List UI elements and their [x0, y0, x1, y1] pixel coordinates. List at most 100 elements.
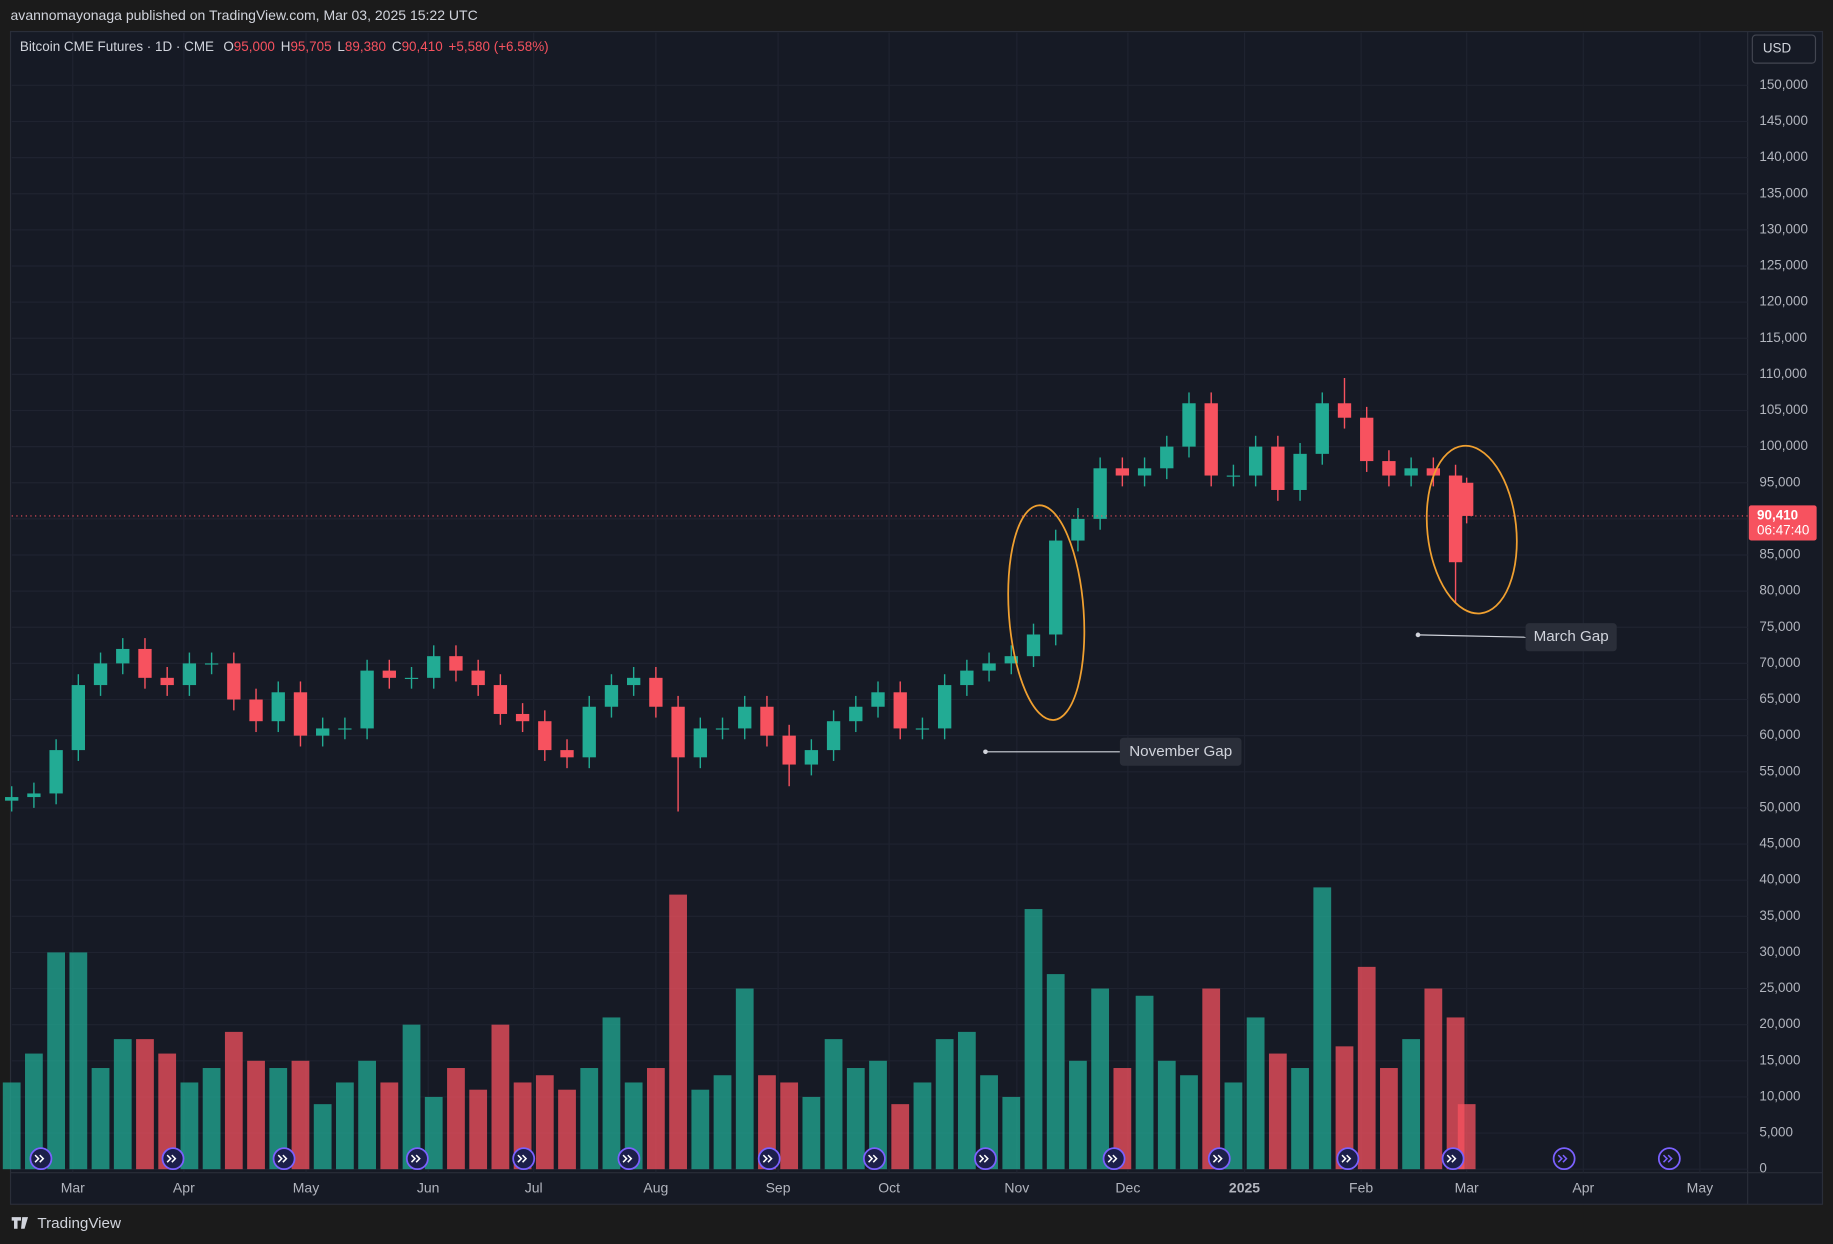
- event-icon-arrow: [1212, 1154, 1223, 1163]
- volume-bar: [758, 1075, 776, 1170]
- x-tick-label: Apr: [1572, 1180, 1594, 1196]
- y-tick-label: 30,000: [1759, 944, 1800, 959]
- chart-panel: [9, 30, 1824, 1205]
- candle-body: [316, 728, 330, 736]
- candle-body: [27, 793, 41, 798]
- volume-bar: [447, 1068, 465, 1170]
- volume-bar: [558, 1089, 576, 1170]
- event-icon[interactable]: [1441, 1147, 1465, 1171]
- y-tick-label: 140,000: [1759, 149, 1808, 164]
- candle-body: [1226, 475, 1241, 477]
- y-tick-label: 85,000: [1759, 547, 1800, 562]
- volume-bar: [424, 1096, 443, 1170]
- event-icon[interactable]: [405, 1147, 429, 1171]
- x-tick-label: Nov: [1004, 1180, 1029, 1196]
- event-icon[interactable]: [29, 1147, 53, 1171]
- candle-body: [1049, 540, 1063, 635]
- y-tick-label: 130,000: [1759, 221, 1808, 236]
- annotation-dot: [983, 749, 988, 755]
- y-tick-label: 5,000: [1759, 1125, 1793, 1140]
- candle-body: [271, 692, 285, 722]
- candle-body: [893, 692, 907, 729]
- candle-body: [471, 670, 485, 686]
- volume-bar: [802, 1096, 821, 1170]
- x-tick-label: Mar: [1455, 1180, 1479, 1196]
- volume-bar: [846, 1068, 865, 1170]
- legend-value: 95,000: [234, 38, 275, 53]
- y-tick-label: 60,000: [1759, 727, 1800, 742]
- x-tick-label: May: [1687, 1180, 1713, 1196]
- y-tick-label: 55,000: [1759, 763, 1800, 778]
- volume-bar: [336, 1082, 354, 1170]
- event-icon[interactable]: [617, 1147, 641, 1171]
- candle-body: [1182, 403, 1196, 447]
- currency-box[interactable]: [1751, 34, 1817, 64]
- x-tick-label: May: [293, 1180, 319, 1196]
- volume-bar: [735, 988, 754, 1170]
- event-icon[interactable]: [863, 1147, 886, 1171]
- event-icon[interactable]: [974, 1147, 997, 1171]
- legend-key: C: [392, 38, 402, 53]
- event-icon[interactable]: [757, 1147, 781, 1171]
- legend-value: 90,410: [402, 38, 443, 53]
- event-icon[interactable]: [1207, 1147, 1231, 1171]
- volume-bar: [1091, 988, 1110, 1170]
- last-price-label: 90,410: [1757, 507, 1798, 522]
- candle-body: [738, 706, 752, 729]
- volume-bar: [1335, 1046, 1354, 1170]
- candle-body: [871, 692, 885, 707]
- candle-body: [71, 685, 85, 751]
- candle-body: [493, 685, 508, 714]
- volume-bar: [1135, 995, 1154, 1170]
- y-tick-label: 95,000: [1759, 474, 1800, 489]
- candle-body: [626, 677, 641, 686]
- candle-body: [293, 692, 308, 736]
- y-tick-label: 70,000: [1759, 655, 1800, 670]
- volume-bar: [69, 952, 88, 1170]
- candle-body: [582, 706, 596, 758]
- event-icon[interactable]: [1102, 1147, 1126, 1171]
- candle-body: [1404, 468, 1418, 476]
- event-icon-arrow: [517, 1154, 528, 1163]
- y-tick-label: 25,000: [1759, 980, 1800, 995]
- event-icon[interactable]: [512, 1147, 536, 1171]
- y-tick-label: 120,000: [1759, 294, 1808, 309]
- highlight-ellipse: [1425, 444, 1518, 615]
- candle-body: [93, 663, 108, 686]
- event-icon[interactable]: [1552, 1147, 1576, 1171]
- volume-bar: [180, 1082, 199, 1170]
- annotation-label: March Gap: [1534, 628, 1609, 645]
- annotation-dot: [1415, 632, 1421, 638]
- event-icon-arrow: [622, 1154, 633, 1163]
- candle-body: [1382, 461, 1396, 476]
- event-icon[interactable]: [272, 1147, 296, 1171]
- volume-bar: [780, 1082, 799, 1170]
- candle-body: [1093, 468, 1107, 519]
- volume-bar: [1268, 1053, 1287, 1170]
- y-tick-label: 0: [1759, 1161, 1766, 1176]
- y-tick-label: 145,000: [1759, 113, 1808, 128]
- x-tick-label: Mar: [61, 1180, 85, 1196]
- legend: Bitcoin CME Futures · 1D · CME O95,000 H95…: [20, 38, 549, 53]
- y-tick-label: 150,000: [1759, 77, 1808, 92]
- event-icon-arrow: [868, 1154, 878, 1163]
- volume-bar: [1157, 1060, 1176, 1170]
- event-icon-arrow: [1446, 1154, 1457, 1163]
- volume-bar: [491, 1024, 510, 1170]
- event-icon[interactable]: [1657, 1147, 1681, 1171]
- event-icon-arrow: [762, 1154, 773, 1163]
- volume-bar: [247, 1060, 265, 1170]
- event-icon[interactable]: [1336, 1147, 1360, 1171]
- volume-bar: [291, 1060, 310, 1170]
- volume-bar: [380, 1082, 399, 1170]
- volume-bar: [47, 952, 66, 1170]
- volume-bar: [269, 1068, 288, 1170]
- y-tick-label: 40,000: [1759, 872, 1800, 887]
- event-icon-arrow: [1557, 1154, 1568, 1163]
- event-icon-arrow: [34, 1154, 45, 1163]
- event-icon[interactable]: [161, 1147, 185, 1171]
- volume-bar: [402, 1024, 421, 1170]
- volume-bar: [1024, 909, 1043, 1170]
- footer-logo: [11, 1217, 29, 1229]
- volume-bar: [580, 1068, 599, 1170]
